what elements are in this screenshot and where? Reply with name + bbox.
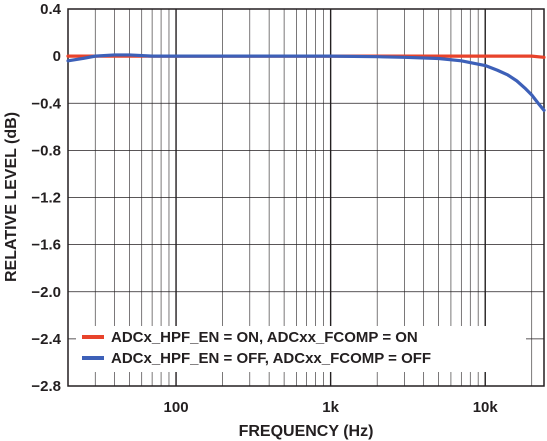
series-line-2	[66, 53, 546, 112]
legend-label-2: ADCx_HPF_EN = OFF, ADCxx_FCOMP = OFF	[111, 350, 431, 367]
plot-border	[67, 8, 545, 387]
x-tick-labels: 100 1k 10k	[164, 399, 499, 416]
series-lines	[66, 53, 546, 112]
y-tick-label: −1.2	[31, 190, 61, 207]
legend-label-1: ADCx_HPF_EN = ON, ADCxx_FCOMP = ON	[111, 329, 418, 346]
y-tick-label: 0.4	[40, 1, 62, 18]
y-tick-label: 0	[53, 48, 61, 65]
y-tick-label: −1.6	[31, 237, 61, 254]
y-tick-label: −2.0	[31, 284, 61, 301]
y-tick-label: −2.4	[31, 331, 61, 348]
x-tick-label: 100	[164, 399, 189, 416]
y-tick-label: −2.8	[31, 378, 61, 395]
y-tick-labels: 0.4 0 −0.4 −0.8 −1.2 −1.6 −2.0 −2.4 −2.8	[31, 1, 61, 395]
x-axis-title: FREQUENCY (Hz)	[239, 423, 374, 440]
legend: ADCx_HPF_EN = ON, ADCxx_FCOMP = ON ADCx_H…	[76, 326, 526, 372]
x-tick-label: 10k	[473, 399, 499, 416]
y-axis-title: RELATIVE LEVEL (dB)	[3, 112, 20, 282]
y-tick-label: −0.4	[31, 95, 61, 112]
y-tick-label: −0.8	[31, 142, 61, 159]
x-tick-label: 1k	[322, 399, 339, 416]
legend-background	[76, 326, 526, 372]
